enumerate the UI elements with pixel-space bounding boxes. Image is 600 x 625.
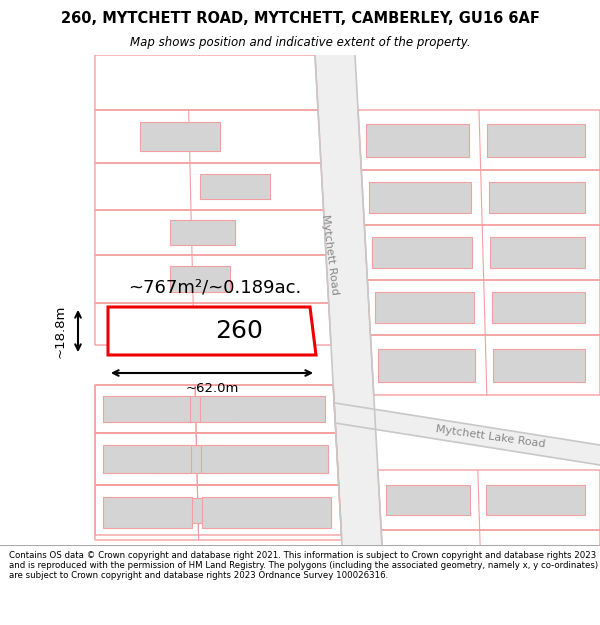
- Text: Mytchett Lake Road: Mytchett Lake Road: [434, 424, 545, 449]
- Text: Mytchett Road: Mytchett Road: [320, 214, 340, 296]
- Polygon shape: [140, 122, 220, 151]
- Polygon shape: [140, 498, 205, 522]
- Polygon shape: [108, 307, 316, 355]
- Polygon shape: [103, 396, 190, 422]
- Polygon shape: [200, 174, 270, 199]
- Polygon shape: [487, 124, 585, 156]
- Polygon shape: [488, 545, 585, 575]
- Polygon shape: [335, 403, 600, 465]
- Polygon shape: [486, 485, 585, 515]
- Polygon shape: [202, 498, 331, 528]
- Polygon shape: [200, 396, 325, 422]
- Polygon shape: [389, 545, 472, 575]
- Polygon shape: [379, 349, 475, 381]
- Polygon shape: [370, 182, 470, 213]
- Text: ~767m²/~0.189ac.: ~767m²/~0.189ac.: [128, 278, 302, 296]
- Polygon shape: [155, 445, 225, 473]
- Polygon shape: [103, 445, 191, 473]
- Polygon shape: [170, 220, 235, 245]
- Polygon shape: [493, 349, 585, 381]
- Text: ~18.8m: ~18.8m: [53, 304, 67, 358]
- Text: ~62.0m: ~62.0m: [185, 382, 239, 396]
- Polygon shape: [488, 182, 585, 213]
- Polygon shape: [170, 266, 230, 292]
- Polygon shape: [491, 292, 585, 322]
- Polygon shape: [373, 238, 472, 268]
- Polygon shape: [160, 396, 235, 422]
- Text: 260: 260: [215, 319, 263, 343]
- Polygon shape: [386, 485, 470, 515]
- Text: 260, MYTCHETT ROAD, MYTCHETT, CAMBERLEY, GU16 6AF: 260, MYTCHETT ROAD, MYTCHETT, CAMBERLEY,…: [61, 11, 539, 26]
- Polygon shape: [201, 445, 328, 473]
- Polygon shape: [103, 498, 193, 528]
- Text: Contains OS data © Crown copyright and database right 2021. This information is : Contains OS data © Crown copyright and d…: [9, 551, 598, 581]
- Polygon shape: [490, 238, 585, 268]
- Text: Map shows position and indicative extent of the property.: Map shows position and indicative extent…: [130, 36, 470, 49]
- Polygon shape: [366, 124, 469, 156]
- Polygon shape: [315, 55, 382, 545]
- Polygon shape: [376, 292, 473, 322]
